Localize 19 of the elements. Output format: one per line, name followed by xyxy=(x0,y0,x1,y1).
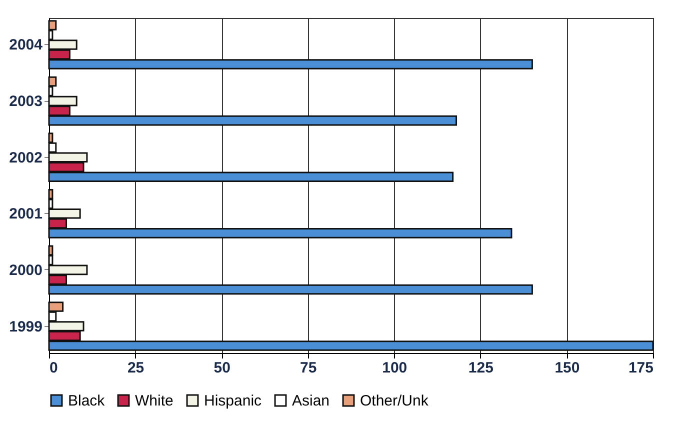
x-tick-label: 50 xyxy=(214,360,230,376)
legend-label: Asian xyxy=(292,392,330,410)
x-tick-label: 125 xyxy=(468,360,494,376)
x-tick-label: 175 xyxy=(628,360,654,376)
y-tick-label: 1999 xyxy=(9,318,42,336)
legend-label: Other/Unk xyxy=(360,392,429,410)
y-tick-label: 2003 xyxy=(9,93,42,110)
x-tick-label: 25 xyxy=(127,360,144,376)
legend-label: Hispanic xyxy=(204,392,262,410)
x-tick-label: 0 xyxy=(50,360,58,376)
x-tick-label: 75 xyxy=(300,360,317,376)
x-tick-label: 150 xyxy=(554,360,580,376)
y-tick-label: 2000 xyxy=(9,262,42,279)
y-tick-label: 2004 xyxy=(9,36,44,54)
y-tick-label: 2002 xyxy=(9,149,42,166)
legend-label: Black xyxy=(68,392,106,410)
x-tick-label: 100 xyxy=(382,360,408,376)
legend-label: White xyxy=(135,392,174,410)
y-tick-label: 2001 xyxy=(9,206,42,223)
